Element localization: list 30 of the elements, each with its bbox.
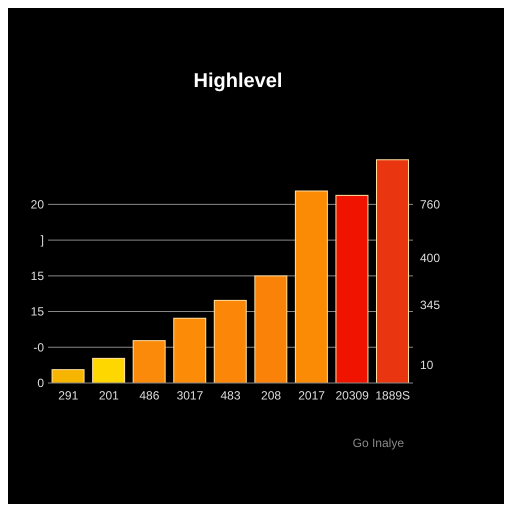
- bar: [376, 159, 409, 383]
- chart-title: Highlevel: [192, 70, 284, 93]
- x-tick-label: 20309: [335, 388, 370, 403]
- x-tick-label: 1889S: [375, 388, 410, 403]
- text: 345: [420, 298, 440, 312]
- bar: [254, 275, 288, 383]
- x-tick-label: 208: [261, 388, 282, 403]
- text: Go Inalye: [352, 436, 404, 450]
- x-tick-label: 201: [98, 388, 120, 403]
- text: 15: [30, 268, 44, 283]
- text: 20: [30, 197, 44, 212]
- text: 400: [420, 250, 440, 265]
- bar: [214, 300, 247, 383]
- text: 0: [37, 376, 44, 390]
- bar: [335, 194, 368, 383]
- bar: [294, 190, 328, 383]
- x-tick-label: 2017: [298, 388, 326, 403]
- bar: [132, 340, 166, 383]
- x-tick-label: 483: [220, 388, 241, 403]
- text: 10: [420, 358, 434, 372]
- x-tick-label: 291: [58, 388, 79, 403]
- text: ]: [40, 233, 44, 248]
- bar: [173, 318, 206, 383]
- x-tick-label: 486: [139, 388, 160, 403]
- text: 15: [30, 304, 44, 319]
- x-tick-label: 3017: [176, 388, 204, 403]
- bar: [92, 358, 126, 383]
- text: -0: [33, 340, 44, 354]
- text: 760: [420, 197, 440, 212]
- bar: [52, 369, 85, 383]
